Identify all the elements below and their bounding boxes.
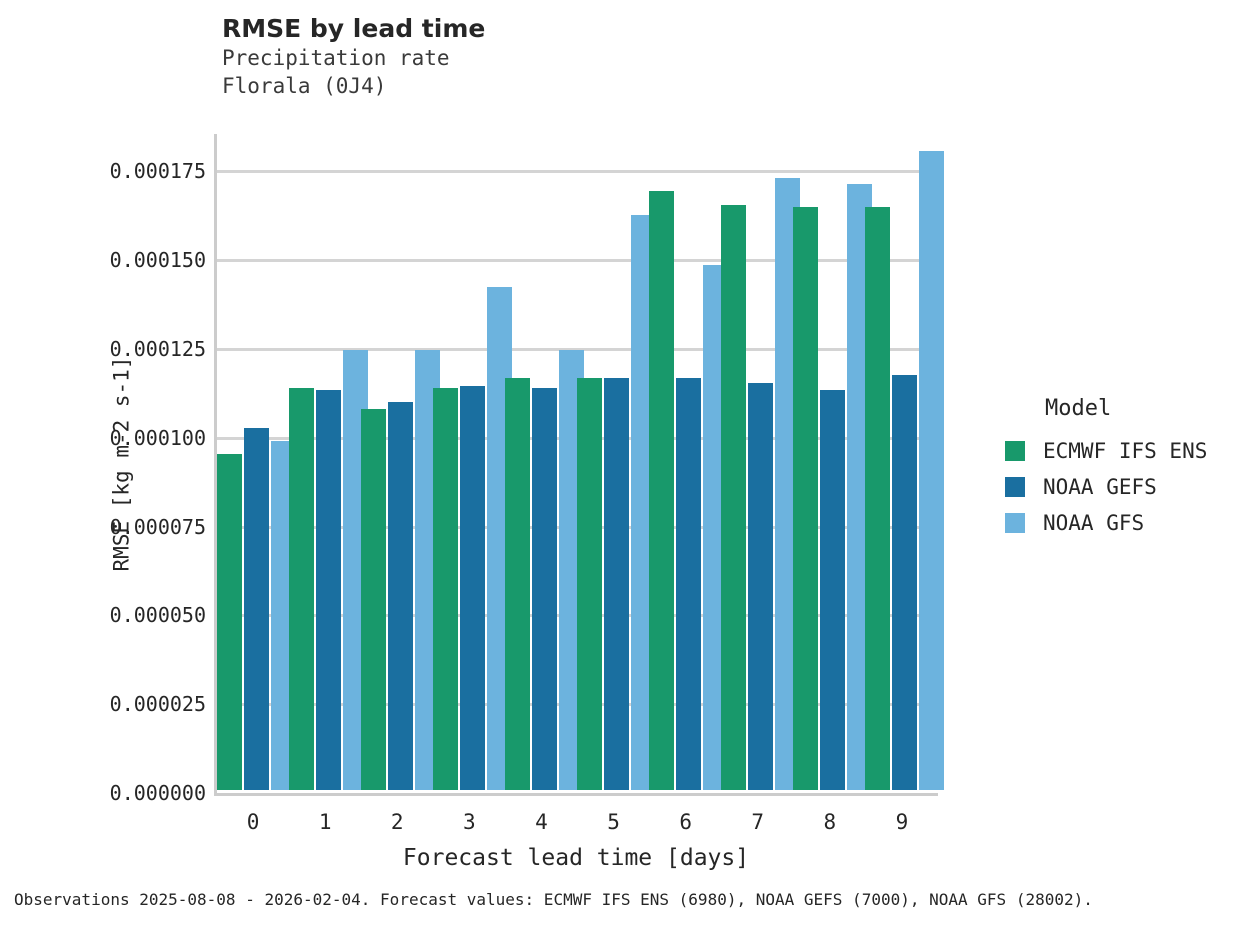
legend-swatch-icon <box>1005 513 1025 533</box>
bar[interactable] <box>577 377 603 790</box>
x-tick-label: 7 <box>751 810 765 834</box>
bar[interactable] <box>820 390 846 790</box>
plot-area <box>214 134 945 796</box>
legend-item[interactable]: NOAA GEFS <box>1005 471 1241 503</box>
minor-tick <box>709 259 722 263</box>
gridline <box>217 170 938 174</box>
bar[interactable] <box>387 402 413 790</box>
x-tick-label: 4 <box>535 810 548 834</box>
bar-group <box>432 134 512 790</box>
bar[interactable] <box>360 409 386 790</box>
legend-swatch-icon <box>1005 477 1025 497</box>
minor-tick <box>277 436 290 440</box>
legend-item[interactable]: NOAA GFS <box>1005 507 1241 539</box>
page-title: RMSE by lead time <box>222 14 486 43</box>
bar-group <box>504 134 584 790</box>
bar-group <box>721 134 801 790</box>
minor-tick <box>565 170 578 174</box>
y-tick-label: 0.000100 <box>109 425 206 450</box>
minor-tick <box>421 347 434 351</box>
minor-tick <box>853 170 866 174</box>
bar-group <box>288 134 368 790</box>
bar-group <box>577 134 657 790</box>
minor-tick <box>421 170 434 174</box>
legend-item-label: NOAA GEFS <box>1043 475 1157 499</box>
x-tick-label: 8 <box>823 810 837 834</box>
x-tick-label: 0 <box>246 810 260 834</box>
minor-tick <box>421 259 434 263</box>
chart-subtitle-variable: Precipitation rate <box>222 46 450 70</box>
legend-item-label: ECMWF IFS ENS <box>1043 439 1208 463</box>
y-tick-label: 0.000125 <box>109 336 206 361</box>
x-tick-label: 3 <box>463 810 476 834</box>
bar[interactable] <box>315 390 341 790</box>
minor-tick <box>277 259 290 263</box>
minor-tick <box>493 259 506 263</box>
bar[interactable] <box>243 427 269 790</box>
legend-title: Model <box>1045 396 1112 421</box>
legend: Model ECMWF IFS ENS NOAA GEFS NOAA GFS <box>1005 396 1241 543</box>
minor-tick <box>565 347 578 351</box>
minor-tick <box>781 170 794 174</box>
minor-tick <box>565 259 578 263</box>
y-tick-label: 0.000000 <box>109 781 206 805</box>
bar-group <box>649 134 729 790</box>
minor-tick <box>637 170 650 174</box>
minor-tick <box>709 170 722 174</box>
bar[interactable] <box>919 151 945 790</box>
y-tick-label: 0.000025 <box>109 692 206 717</box>
y-tick-label: 0.000175 <box>109 159 206 184</box>
minor-tick <box>277 170 290 174</box>
x-tick-label: 2 <box>390 810 404 834</box>
minor-tick <box>349 170 362 174</box>
bar[interactable] <box>793 207 819 790</box>
chart-header: RMSE by lead time Precipitation rate Flo… <box>222 14 485 100</box>
bar[interactable] <box>432 388 458 790</box>
bar[interactable] <box>459 386 485 790</box>
chart-subtitle-station: Florala (0J4) <box>222 74 387 98</box>
bar-group <box>793 134 873 790</box>
y-tick-label: 0.000150 <box>109 248 206 273</box>
bars-container <box>216 134 945 790</box>
bar[interactable] <box>649 190 675 790</box>
bar-group <box>360 134 440 790</box>
chart-caption: Observations 2025-08-08 - 2026-02-04. Fo… <box>14 890 1093 909</box>
bar[interactable] <box>892 375 918 790</box>
bar[interactable] <box>288 388 314 790</box>
legend-items: ECMWF IFS ENS NOAA GEFS NOAA GFS <box>1005 435 1241 539</box>
bar[interactable] <box>676 377 702 790</box>
x-tick-label: 6 <box>679 810 692 834</box>
bar[interactable] <box>865 206 891 790</box>
minor-tick <box>349 347 362 351</box>
x-tick-label: 1 <box>318 810 332 834</box>
bar[interactable] <box>721 204 747 790</box>
y-axis-tick-labels: 0.000000 0.000025 0.000050 0.000075 0.000100… <box>0 0 206 928</box>
bar-group <box>865 134 945 790</box>
minor-tick <box>349 259 362 263</box>
y-tick-label: 0.000050 <box>109 603 206 628</box>
bar-group <box>216 134 296 790</box>
x-axis-title: Forecast lead time [days] <box>402 845 750 871</box>
bar[interactable] <box>748 383 774 790</box>
x-tick-label: 9 <box>895 810 909 834</box>
bar[interactable] <box>216 453 242 790</box>
minor-tick <box>277 347 290 351</box>
legend-swatch-icon <box>1005 441 1025 461</box>
y-tick-label: 0.000075 <box>109 514 206 539</box>
bar[interactable] <box>531 388 557 790</box>
gridline <box>217 259 938 263</box>
x-tick-label: 5 <box>607 810 620 834</box>
gridline <box>217 347 938 351</box>
bar[interactable] <box>504 377 530 790</box>
legend-item-label: NOAA GFS <box>1043 511 1145 535</box>
legend-item[interactable]: ECMWF IFS ENS <box>1005 435 1241 467</box>
bar[interactable] <box>604 377 630 790</box>
minor-tick <box>493 170 506 174</box>
